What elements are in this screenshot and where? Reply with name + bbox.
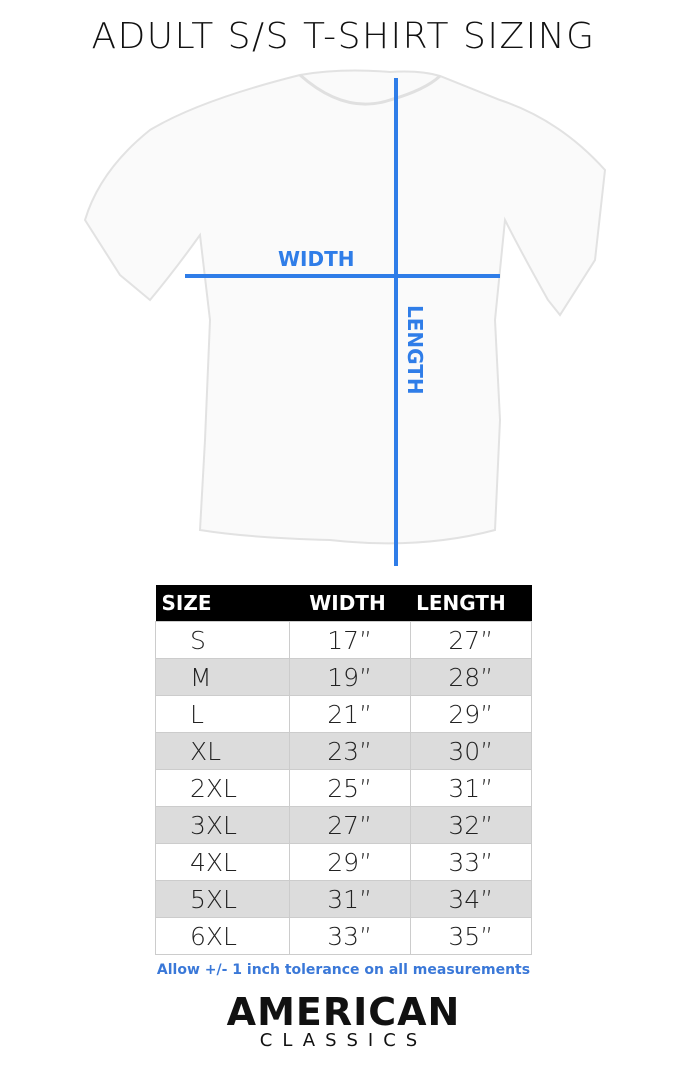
width-cell: 31” (288, 880, 411, 918)
tolerance-note: Allow +/- 1 inch tolerance on all measur… (156, 962, 531, 978)
page-title: ADULT S/S T-SHIRT SIZING (91, 16, 596, 57)
size-cell: M (155, 658, 290, 696)
width-cell: 17” (288, 621, 411, 659)
table-row: L 21” 29” (155, 695, 533, 733)
logo-american: AMERICAN (226, 990, 461, 1034)
size-cell: 4XL (155, 843, 290, 881)
width-cell: 21” (288, 695, 411, 733)
width-cell: 27” (288, 806, 411, 844)
table-row: XL 23” 30” (155, 732, 533, 770)
length-cell: 31” (409, 769, 533, 807)
size-cell: 5XL (155, 880, 290, 918)
length-cell: 32” (409, 806, 533, 844)
table-row: 4XL 29” 33” (155, 843, 533, 881)
width-cell: 33” (288, 917, 411, 955)
width-label: WIDTH (278, 247, 355, 271)
length-cell: 27” (409, 621, 533, 659)
length-label: LENGTH (403, 305, 427, 395)
table-header: SIZE WIDTH LENGTH (155, 585, 532, 622)
size-cell: 6XL (155, 917, 290, 955)
width-cell: 23” (288, 732, 411, 770)
table-row: 2XL 25” 31” (155, 769, 533, 807)
logo-classics: CLASSICS (259, 1030, 428, 1051)
length-cell: 30” (409, 732, 533, 770)
size-cell: 3XL (155, 806, 290, 844)
width-cell: 29” (288, 843, 411, 881)
table-row: 3XL 27” 32” (155, 806, 533, 844)
header-width: WIDTH (289, 585, 411, 622)
width-cell: 19” (288, 658, 411, 696)
table-row: M 19” 28” (155, 658, 533, 696)
length-cell: 33” (409, 843, 533, 881)
size-cell: L (155, 695, 290, 733)
tshirt-collar (299, 73, 442, 106)
length-cell: 34” (409, 880, 533, 918)
length-cell: 35” (409, 917, 533, 955)
size-cell: XL (155, 732, 290, 770)
size-cell: S (155, 621, 290, 659)
length-cell: 29” (409, 695, 533, 733)
table-row: S 17” 27” (155, 621, 533, 659)
table-row: 6XL 33” 35” (155, 917, 533, 955)
size-table: SIZE WIDTH LENGTH S 17” 27” M 19” 28” L 21” 29” X… (155, 585, 533, 955)
size-cell: 2XL (155, 769, 290, 807)
tshirt-diagram (83, 69, 607, 566)
tshirt-illustration (83, 69, 607, 545)
width-cell: 25” (288, 769, 411, 807)
length-cell: 28” (409, 658, 533, 696)
header-length: LENGTH (410, 585, 532, 622)
header-size: SIZE (155, 585, 290, 622)
table-row: 5XL 31” 34” (155, 880, 533, 918)
